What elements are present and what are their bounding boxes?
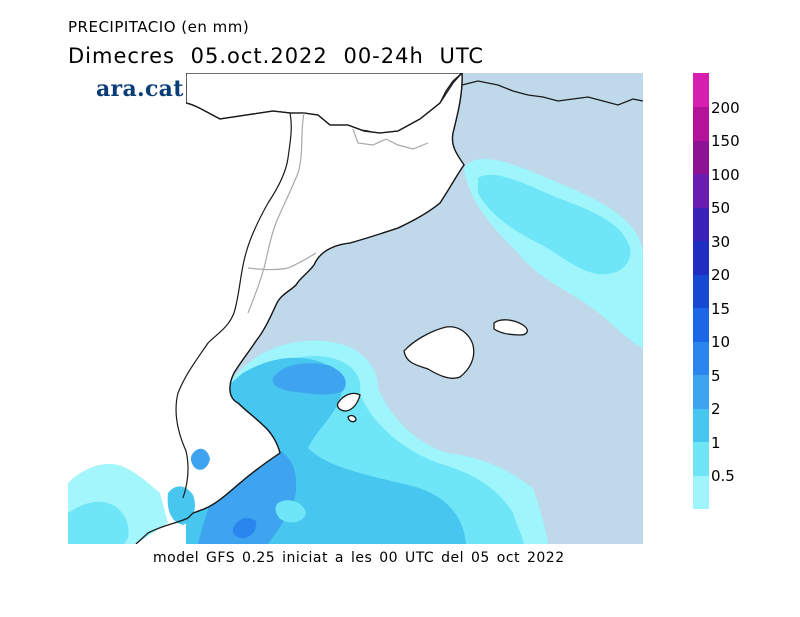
legend-swatch	[693, 374, 709, 409]
land-masses	[67, 71, 528, 545]
legend-label: 0.5	[711, 467, 735, 486]
legend-label: 5	[711, 366, 721, 385]
precip-hole	[275, 500, 306, 523]
legend-label: 10	[711, 333, 731, 352]
catalonia-west-border	[175, 112, 292, 499]
precip-core-spot-1	[272, 363, 346, 395]
legend-swatch	[693, 475, 709, 510]
legend-label: 15	[711, 299, 731, 318]
precip-core-spot-2	[232, 517, 257, 539]
formentera	[347, 414, 357, 423]
legend-label: 50	[711, 199, 731, 218]
chart-title: PRECIPITACIO (en mm)	[68, 18, 250, 36]
region-border	[247, 112, 317, 314]
france-border	[461, 80, 644, 106]
legend-label: 30	[711, 232, 731, 251]
legend-swatch	[693, 274, 709, 309]
legend-label: 1	[711, 433, 721, 452]
precip-land-west-1	[68, 501, 129, 544]
pyrenees-border	[185, 102, 441, 134]
mallorca	[403, 326, 475, 379]
legend-swatch	[693, 341, 709, 376]
precip-land-ebro	[190, 448, 210, 470]
menorca	[493, 319, 528, 336]
precip-ne-band-1	[478, 174, 631, 275]
precip-land-delta	[167, 486, 195, 525]
legend-swatch	[693, 240, 709, 275]
legend-swatch	[693, 307, 709, 342]
legend-swatch	[693, 408, 709, 443]
andorra-border	[352, 128, 429, 150]
ibiza	[336, 392, 361, 412]
legend-label: 200	[711, 98, 740, 117]
coastline	[135, 72, 465, 545]
legend-swatch	[693, 106, 709, 141]
model-caption: model GFS 0.25 iniciat a les 00 UTC del …	[153, 550, 565, 566]
legend-swatch	[693, 173, 709, 208]
precipitation-map	[67, 71, 644, 545]
legend-swatch	[693, 441, 709, 476]
legend-label: 20	[711, 266, 731, 285]
legend-label: 150	[711, 132, 740, 151]
land-west-inland	[68, 73, 186, 544]
legend-swatch	[693, 140, 709, 175]
legend-label: 2	[711, 400, 721, 419]
map-svg	[67, 71, 644, 545]
legend-label: 100	[711, 165, 740, 184]
precip-legend-bar	[693, 73, 709, 510]
legend-swatch	[693, 207, 709, 242]
ara-cat-logo: ara.cat	[96, 76, 184, 102]
legend-swatch	[693, 73, 709, 107]
chart-subtitle: Dimecres 05.oct.2022 00-24h UTC	[68, 44, 485, 68]
